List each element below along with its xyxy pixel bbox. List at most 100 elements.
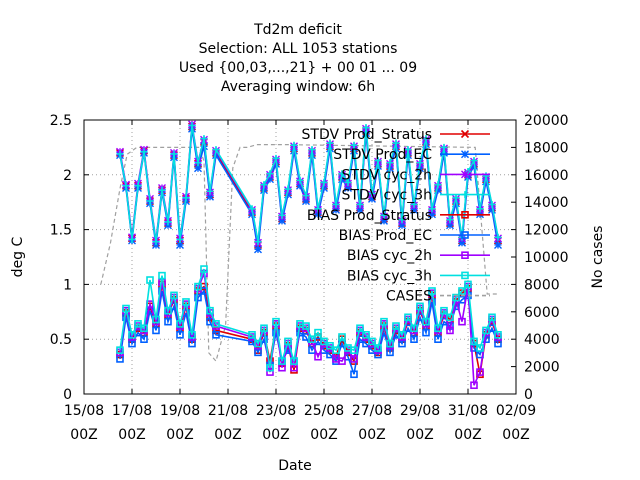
data-point (461, 191, 469, 199)
data-point (362, 124, 370, 132)
data-point (116, 150, 124, 158)
data-point (458, 287, 466, 295)
data-point (464, 280, 472, 289)
data-point (134, 182, 142, 190)
series-stdv-cyc-3h (116, 121, 502, 246)
x-tick-label: 23/08 (256, 403, 296, 419)
data-point (452, 194, 460, 202)
data-point (488, 313, 496, 322)
x-tick-label: 25/08 (304, 403, 344, 419)
data-point (458, 317, 466, 326)
data-point (260, 181, 268, 189)
data-point (146, 197, 154, 205)
data-point (326, 139, 334, 147)
data-point (164, 306, 172, 315)
x-tick-label: 15/08 (64, 403, 104, 419)
y2-tick-label: 18000 (524, 140, 569, 156)
data-point (158, 186, 166, 194)
data-point (482, 172, 490, 180)
data-point (428, 210, 436, 219)
data-point (470, 337, 478, 346)
legend-label: STDV cyc_2h (342, 167, 432, 183)
data-point (206, 306, 214, 315)
x-tick-label-time: 00Z (70, 427, 97, 443)
title-line-1: Td2m deficit (253, 22, 342, 38)
data-point (410, 200, 418, 208)
data-point (266, 368, 274, 376)
data-point (374, 344, 382, 352)
data-point (164, 218, 172, 226)
data-point (302, 197, 310, 206)
data-point (356, 205, 364, 214)
legend-label: STDV cyc_3h (342, 188, 432, 204)
data-point (152, 326, 160, 335)
x-tick-label-time: 00Z (358, 427, 385, 443)
plot-frame (83, 119, 517, 395)
data-point (158, 271, 166, 280)
data-point (380, 317, 388, 326)
data-point (476, 368, 484, 376)
data-point (446, 326, 454, 335)
grid-lines (84, 120, 516, 394)
data-point (284, 190, 292, 199)
legend-label: CASES (386, 289, 432, 305)
data-point (266, 363, 274, 372)
data-point (368, 189, 376, 197)
data-point (362, 331, 370, 339)
data-point (476, 205, 484, 213)
legend: STDV Prod_Stratus STDV Prod_EC STDV cyc_2h… (302, 127, 490, 305)
data-point (374, 157, 382, 165)
y2-tick-label: 6000 (524, 305, 560, 321)
data-point (416, 159, 424, 167)
data-point (392, 322, 400, 330)
data-point (314, 205, 322, 213)
data-point (368, 337, 376, 346)
x-tick-label-time: 00Z (166, 427, 193, 443)
data-point (212, 146, 220, 154)
axis-ticks: 15/08 00Z 17/08 00Z 19/08 00Z 21/08 00Z 23/08 00Z… (50, 113, 569, 443)
data-point (302, 322, 310, 330)
data-point (356, 324, 364, 333)
data-point (440, 306, 448, 315)
y2-tick-label: 16000 (524, 168, 569, 184)
data-point (278, 211, 286, 219)
data-point (398, 216, 406, 224)
legend-label: STDV Prod_EC (333, 147, 432, 163)
data-point (458, 238, 466, 247)
data-point (446, 216, 454, 224)
data-point (446, 221, 454, 230)
data-point (194, 164, 202, 173)
data-point (248, 331, 256, 339)
data-point (332, 200, 340, 208)
data-point (494, 233, 502, 241)
data-point (152, 238, 160, 246)
data-point (212, 320, 220, 328)
data-point (434, 181, 442, 189)
data-point (422, 135, 430, 143)
data-point (428, 287, 436, 295)
data-point (434, 335, 442, 344)
data-point (170, 150, 178, 158)
data-point (416, 302, 424, 311)
data-point (338, 170, 346, 178)
data-point (461, 211, 469, 219)
data-point (461, 251, 469, 259)
data-point (470, 381, 478, 390)
data-point (128, 331, 136, 339)
y-tick-label: 2 (63, 168, 72, 184)
data-point (410, 324, 418, 333)
data-point (332, 346, 340, 354)
data-point (200, 265, 208, 273)
data-point (176, 320, 184, 328)
data-point (434, 186, 442, 195)
data-point (338, 175, 346, 184)
data-point (404, 146, 412, 154)
x-axis-label: Date (278, 458, 311, 474)
data-point (410, 205, 418, 214)
data-point (278, 216, 286, 225)
data-point (122, 182, 130, 190)
data-point (314, 210, 322, 219)
y-tick-label: 0 (63, 387, 72, 403)
data-point (296, 181, 304, 190)
data-point (248, 205, 256, 213)
